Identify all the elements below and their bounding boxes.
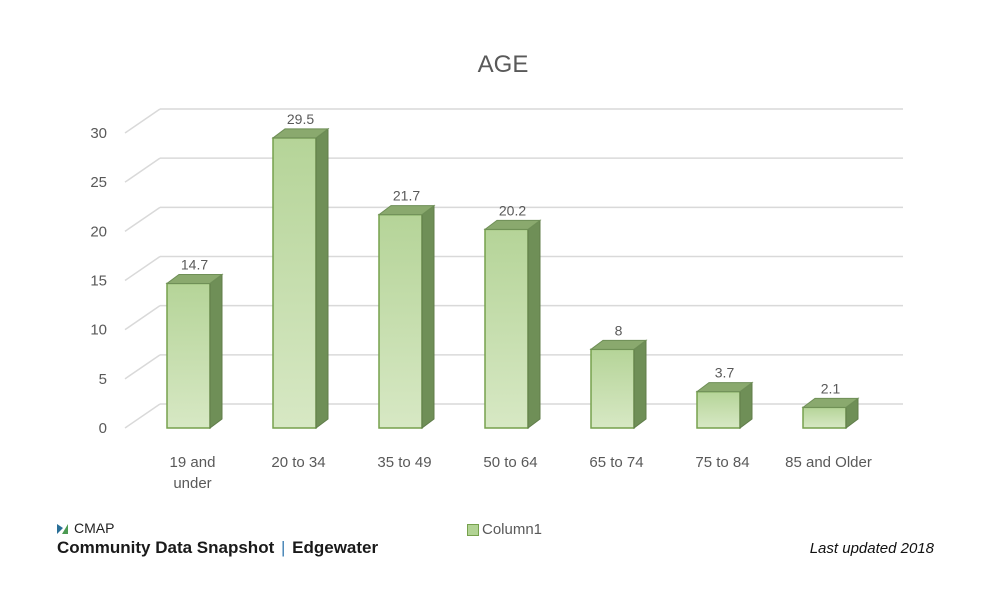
- gridline-depth: [124, 108, 161, 134]
- y-tick-label: 15: [90, 273, 107, 290]
- bar-top: [165, 273, 224, 284]
- bar: 21.7: [377, 188, 436, 429]
- bar-side: [527, 219, 541, 429]
- bar-value-label: 8: [615, 322, 623, 338]
- bar-value-label: 3.7: [715, 365, 735, 381]
- bar-value-label: 14.7: [181, 256, 208, 272]
- x-tick-label-line: 75 to 84: [695, 454, 749, 471]
- community-name: Edgewater: [292, 538, 379, 557]
- x-tick-label: 65 to 74: [589, 454, 643, 471]
- cmap-branding: CMAP Community Data Snapshot | Edgewater: [57, 520, 378, 558]
- bar-side: [633, 339, 647, 429]
- bar-value-label: 29.5: [287, 111, 314, 127]
- brand-name: CMAP: [74, 520, 115, 536]
- x-tick-label-line: 19 and: [170, 454, 216, 471]
- brand-separator: |: [280, 538, 286, 557]
- bar: 29.5: [271, 111, 330, 429]
- x-tick-label-line: 85 and Older: [785, 454, 872, 471]
- x-tick-label-line: under: [173, 475, 211, 492]
- legend-swatch: [467, 523, 479, 536]
- bar-value-label: 2.1: [821, 380, 841, 396]
- x-tick-label-line: 65 to 74: [589, 454, 643, 471]
- y-tick-label: 30: [90, 125, 107, 142]
- bar: 14.7: [165, 256, 224, 429]
- snapshot-label: Community Data Snapshot: [57, 538, 275, 557]
- bar-side: [315, 127, 329, 429]
- y-tick-label: 10: [90, 322, 107, 339]
- x-tick-label-line: 35 to 49: [377, 454, 431, 471]
- bar-top: [695, 382, 754, 393]
- bar: 20.2: [483, 202, 542, 429]
- bar: 3.7: [695, 365, 754, 429]
- gridline-depth: [124, 157, 161, 183]
- y-tick-label: 20: [90, 223, 107, 240]
- bar-side: [209, 273, 223, 429]
- x-tick-label: 75 to 84: [695, 454, 749, 471]
- bar: 2.1: [801, 380, 860, 429]
- x-tick-label: 20 to 34: [271, 454, 325, 471]
- bar-top: [801, 397, 860, 408]
- x-tick-label-line: 20 to 34: [271, 454, 325, 471]
- bar-front: [484, 228, 529, 429]
- bar-front: [696, 390, 741, 429]
- bar-front: [590, 348, 635, 429]
- last-updated-note: Last updated 2018: [809, 540, 934, 557]
- bar-value-label: 21.7: [393, 188, 420, 204]
- legend-label: Column1: [482, 521, 543, 538]
- bar-front: [802, 406, 847, 429]
- gridline-depth: [124, 255, 161, 282]
- x-tick-label: 50 to 64: [483, 454, 537, 471]
- bar-value-label: 20.2: [499, 202, 526, 218]
- bar-side: [421, 204, 435, 429]
- bar-top: [271, 128, 330, 139]
- x-tick-label: 35 to 49: [377, 454, 431, 471]
- bar-top: [483, 219, 542, 230]
- x-tick-label: 19 and under: [170, 454, 216, 492]
- chart-title: AGE: [478, 51, 529, 78]
- gridline-depth: [124, 354, 161, 380]
- bar-top: [589, 339, 648, 350]
- gridline-depth: [124, 403, 161, 429]
- cmap-logo-icon: [57, 523, 68, 534]
- gridline-depth: [124, 305, 161, 331]
- gridline-depth: [124, 206, 161, 232]
- bar-front: [378, 213, 423, 429]
- x-tick-label: 85 and Older: [785, 454, 872, 471]
- bar-top: [377, 205, 436, 216]
- chart-legend: Column1: [467, 521, 542, 538]
- bar-front: [272, 137, 317, 429]
- y-tick-label: 0: [99, 420, 107, 437]
- bar-front: [166, 282, 211, 429]
- y-tick-label: 25: [90, 174, 107, 191]
- x-tick-label-line: 50 to 64: [483, 454, 537, 471]
- bar: 8: [589, 322, 648, 429]
- y-tick-label: 5: [99, 371, 107, 388]
